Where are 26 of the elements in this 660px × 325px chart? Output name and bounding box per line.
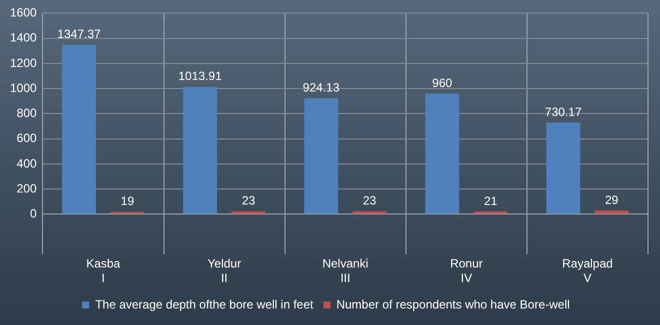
data-label: 730.17 xyxy=(544,104,582,119)
y-tick-label: 1400 xyxy=(10,30,38,45)
y-tick-label: 1600 xyxy=(10,6,38,20)
y-tick-label: 800 xyxy=(16,106,38,120)
data-label: 23 xyxy=(362,194,377,208)
x-tick-label: Yeldur II xyxy=(207,256,242,286)
data-label: 19 xyxy=(120,194,134,208)
y-tick-label: 200 xyxy=(16,181,38,196)
legend-label: Number of respondents who have Bore-well xyxy=(336,297,570,312)
legend-label: The average depth ofthe bore well in feet xyxy=(95,297,314,312)
data-label: 21 xyxy=(484,194,498,208)
data-label: 1013.91 xyxy=(178,69,222,84)
data-label: 23 xyxy=(242,194,256,208)
data-label: 924.13 xyxy=(302,80,340,94)
x-tick-label: Ronur IV xyxy=(450,256,483,286)
y-tick-label: 600 xyxy=(16,131,38,146)
y-tick-label: 400 xyxy=(16,156,38,170)
data-label: 1347.37 xyxy=(57,27,102,42)
y-tick-label: 1000 xyxy=(10,80,38,95)
x-tick-label: Kasba I xyxy=(86,256,121,286)
x-tick-label: Rayalpad V xyxy=(562,256,613,286)
data-label: 960 xyxy=(432,76,453,90)
y-tick-label: 1200 xyxy=(10,56,38,70)
data-label: 29 xyxy=(605,192,619,207)
y-tick-label: 0 xyxy=(30,206,38,221)
x-tick-label: Nelvanki III xyxy=(322,256,368,286)
